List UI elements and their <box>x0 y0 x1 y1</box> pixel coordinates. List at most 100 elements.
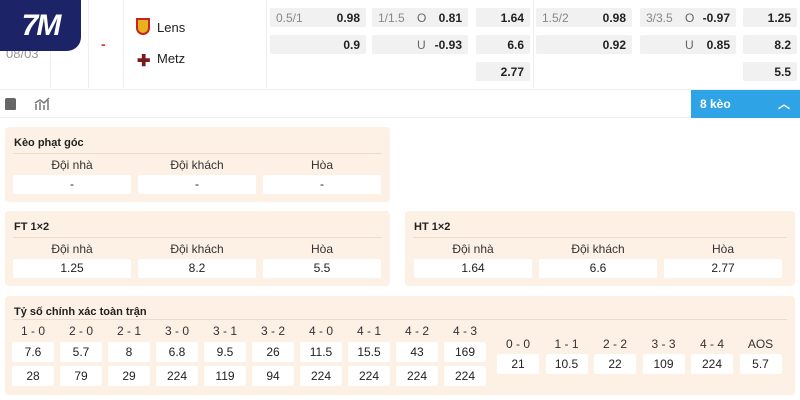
metz-logo-icon: ✚ <box>137 53 151 70</box>
home-team[interactable]: Lens <box>157 20 186 35</box>
ou-line: 3/3.5 <box>646 10 673 25</box>
score-label: 3 - 1 <box>212 324 237 338</box>
score-label: 4 - 1 <box>356 324 381 338</box>
label-away: Đội khách <box>170 158 224 172</box>
more-odds-label: 8 kèo <box>700 97 731 111</box>
score-label: 2 - 1 <box>116 324 141 338</box>
score-odds-away[interactable]: 28 <box>12 366 54 386</box>
odds-home[interactable]: 1.25 <box>13 259 131 278</box>
odds-1x2-away[interactable]: 8.2 <box>743 35 797 54</box>
score-odds-home[interactable]: 169 <box>444 342 486 362</box>
score-odds-home[interactable]: 7.6 <box>12 342 54 362</box>
toolbar: 8 kèo ︿ <box>0 89 800 118</box>
odds-value: 0.98 <box>336 10 360 25</box>
odds-home[interactable]: - <box>13 175 131 194</box>
odds-away[interactable]: 8.2 <box>138 259 256 278</box>
shirt-icon[interactable] <box>5 98 16 110</box>
score-label: 4 - 0 <box>308 324 333 338</box>
odds-1x2-draw[interactable]: 2.77 <box>476 62 530 81</box>
label-home: Đội nhà <box>51 158 93 172</box>
score-label: 3 - 2 <box>260 324 285 338</box>
hdp-line: 0.5/1 <box>276 10 303 25</box>
lens-logo-icon <box>136 18 150 35</box>
draw-score-odds[interactable]: 22 <box>594 354 636 374</box>
odds-draw[interactable]: 2.77 <box>664 259 782 278</box>
draw-score-label: 0 - 0 <box>505 337 530 351</box>
draw-score-odds[interactable]: 109 <box>642 354 685 374</box>
panel-title: FT 1×2 <box>14 221 50 233</box>
draw-score-odds[interactable]: 21 <box>497 354 539 374</box>
draw-score-odds[interactable]: 5.7 <box>739 354 782 374</box>
odds-hdp-home[interactable]: 0.5/1 0.98 <box>270 8 366 27</box>
label-draw: Hòa <box>711 242 734 256</box>
odds-value: -0.93 <box>434 37 462 52</box>
over-label: O <box>685 10 695 25</box>
match-score: - <box>101 36 106 52</box>
draw-score-label: 2 - 2 <box>602 337 627 351</box>
corner-panel: Kèo phạt góc Đội nhà Đội khách Hòa - - - <box>5 127 390 202</box>
away-team[interactable]: Metz <box>157 51 186 66</box>
under-label: U <box>417 37 426 52</box>
score-odds-away[interactable]: 94 <box>252 366 294 386</box>
odds-over[interactable]: 1/1.5 O 0.81 <box>372 8 468 27</box>
score-odds-home[interactable]: 9.5 <box>204 342 246 362</box>
score-odds-away[interactable]: 224 <box>396 366 438 386</box>
odds-over[interactable]: 3/3.5 O -0.97 <box>640 8 736 27</box>
score-odds-away[interactable]: 224 <box>348 366 390 386</box>
panel-title: Kèo phạt góc <box>14 137 84 149</box>
logo: 7M <box>0 0 81 51</box>
more-odds-button[interactable]: 8 kèo ︿ <box>691 90 800 118</box>
odds-value: 0.85 <box>706 37 730 52</box>
draw-score-label: 4 - 4 <box>699 337 724 351</box>
score-label: 1 - 0 <box>20 324 45 338</box>
score-odds-home[interactable]: 11.5 <box>300 342 342 362</box>
ft-panel: FT 1×2 Đội nhà Đội khách Hòa 1.25 8.2 5.… <box>5 211 390 286</box>
odds-1x2-draw[interactable]: 5.5 <box>743 62 797 81</box>
label-draw: Hòa <box>310 242 333 256</box>
score-odds-home[interactable]: 8 <box>108 342 150 362</box>
score-odds-away[interactable]: 79 <box>60 366 102 386</box>
odds-value: 0.98 <box>602 10 626 25</box>
score-odds-home[interactable]: 5.7 <box>60 342 102 362</box>
draw-score-label: 3 - 3 <box>651 337 676 351</box>
score-odds-away[interactable]: 224 <box>300 366 342 386</box>
score-label: 2 - 0 <box>68 324 93 338</box>
odds-away[interactable]: - <box>138 175 256 194</box>
odds-home[interactable]: 1.64 <box>414 259 532 278</box>
odds-draw[interactable]: 5.5 <box>263 259 381 278</box>
score-odds-home[interactable]: 6.8 <box>156 342 198 362</box>
stats-chart-icon[interactable] <box>34 97 50 111</box>
score-odds-away[interactable]: 29 <box>108 366 150 386</box>
score-odds-home[interactable]: 15.5 <box>348 342 390 362</box>
ht-panel: HT 1×2 Đội nhà Đội khách Hòa 1.64 6.6 2.… <box>405 211 795 286</box>
hdp-line: 1.5/2 <box>542 10 569 25</box>
odds-hdp-home[interactable]: 1.5/2 0.98 <box>536 8 632 27</box>
odds-1x2-home[interactable]: 1.64 <box>476 8 530 27</box>
draw-score-odds[interactable]: 10.5 <box>545 354 588 374</box>
odds-away[interactable]: 6.6 <box>539 259 657 278</box>
odds-1x2-away[interactable]: 6.6 <box>476 35 530 54</box>
odds-value: -0.97 <box>702 10 730 25</box>
score-odds-away[interactable]: 224 <box>156 366 198 386</box>
score-odds-home[interactable]: 26 <box>252 342 294 362</box>
score-odds-away[interactable]: 119 <box>204 366 246 386</box>
odds-under[interactable]: U -0.93 <box>372 35 468 54</box>
label-draw: Hòa <box>310 158 333 172</box>
score-label: 4 - 2 <box>404 324 429 338</box>
label-away: Đội khách <box>571 242 625 256</box>
score-label: 3 - 0 <box>164 324 189 338</box>
score-odds-away[interactable]: 224 <box>444 366 486 386</box>
draw-score-odds[interactable]: 224 <box>691 354 733 374</box>
score-odds-home[interactable]: 43 <box>396 342 438 362</box>
odds-draw[interactable]: - <box>263 175 381 194</box>
odds-1x2-home[interactable]: 1.25 <box>743 8 797 27</box>
odds-hdp-away[interactable]: 0.92 <box>536 35 632 54</box>
label-away: Đội khách <box>170 242 224 256</box>
odds-value: 0.92 <box>602 37 626 52</box>
label-home: Đội nhà <box>51 242 93 256</box>
odds-value: 0.9 <box>343 37 360 52</box>
odds-hdp-away[interactable]: 0.9 <box>270 35 366 54</box>
ou-line: 1/1.5 <box>378 10 405 25</box>
odds-under[interactable]: U 0.85 <box>640 35 736 54</box>
exact-score-panel: Tỷ số chính xác toàn trận 1 - 0 7.6 28 2 - … <box>5 296 795 395</box>
